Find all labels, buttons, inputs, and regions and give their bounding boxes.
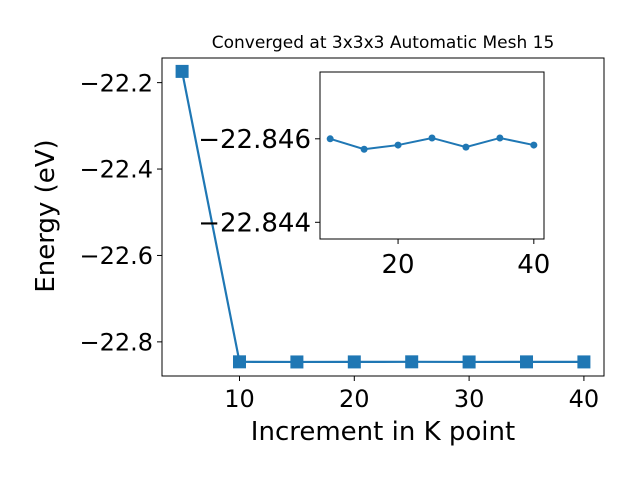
inset-x-tick-label: 40 [517, 250, 550, 280]
chart-title: Converged at 3x3x3 Automatic Mesh 15 [212, 33, 555, 53]
main-x-tick-label: 10 [224, 385, 255, 413]
main-data-point [405, 355, 419, 369]
y-axis-ticks: −22.2 −22.4 −22.6 −22.8 [79, 69, 162, 357]
inset-chart: 20 40 −22.846−22.844 [198, 71, 550, 280]
plot-frame [161, 57, 605, 377]
inset-data-point [496, 134, 504, 142]
main-data-point [462, 355, 476, 369]
main-series-line [181, 71, 584, 364]
inset-data-point [326, 135, 334, 143]
series-energy [175, 64, 591, 369]
main-y-tick-label: −22.2 [79, 69, 153, 97]
x-axis-label: Increment in K point [251, 417, 515, 447]
main-data-point [175, 64, 189, 78]
inset-y-axis-ticks: −22.846 −22.844 [198, 125, 320, 239]
main-data-point [347, 355, 361, 369]
inset-data-point [394, 141, 402, 149]
inset-plot-frame [319, 71, 545, 240]
inset-background [320, 72, 544, 239]
main-data-point [577, 355, 591, 369]
inset-data-point [360, 145, 368, 153]
main-y-tick-label: −22.4 [79, 156, 153, 184]
inset-y-tick-label: −22.846 [198, 125, 311, 155]
main-x-tick-label: 20 [339, 385, 370, 413]
main-y-tick-label: −22.8 [79, 329, 153, 357]
inset-y-tick-label: −22.844 [198, 209, 311, 239]
inset-data-point [530, 141, 538, 149]
y-axis-label: Energy (eV) [31, 139, 61, 292]
main-data-point [290, 355, 304, 369]
main-data-point [520, 355, 534, 369]
main-y-tick-label: −22.6 [79, 242, 153, 270]
main-x-tick-label: 40 [569, 385, 600, 413]
main-chart: Converged at 3x3x3 Automatic Mesh 15 Inc… [31, 33, 605, 447]
inset-x-axis-ticks: 20 40 [382, 239, 550, 280]
inset-data-point [462, 143, 470, 151]
main-data-point [232, 355, 246, 369]
inset-x-tick-label: 20 [382, 250, 415, 280]
x-axis-ticks: 10 20 30 40 [224, 376, 599, 413]
main-x-tick-label: 30 [454, 385, 485, 413]
inset-series-energy [326, 134, 538, 153]
inset-data-point [428, 134, 436, 142]
